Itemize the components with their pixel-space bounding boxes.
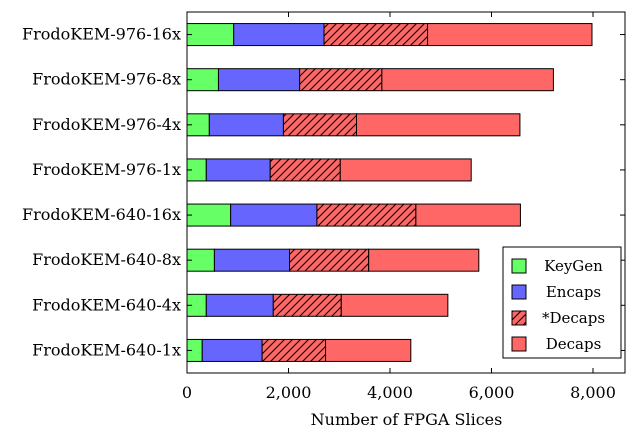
category-label: FrodoKEM-640-4x — [32, 295, 181, 314]
bar-encaps-2 — [217, 68, 301, 92]
legend-swatch — [511, 310, 527, 326]
tick-marks — [186, 12, 625, 373]
bar-encaps-4 — [205, 158, 271, 182]
category-label: FrodoKEM-640-1x — [32, 340, 181, 359]
legend-label: Encaps — [546, 283, 601, 301]
x-tick-label: 6,000 — [469, 383, 515, 402]
legend: KeyGen Encaps *Decaps Decaps — [502, 246, 622, 359]
category-label: FrodoKEM-976-8x — [32, 70, 181, 89]
bar-decaps-3 — [282, 113, 358, 137]
bar-keygen-1 — [186, 23, 235, 47]
category-label: FrodoKEM-976-4x — [32, 115, 181, 134]
bar-encaps-6 — [213, 248, 291, 272]
category-label: FrodoKEM-640-16x — [22, 205, 181, 224]
bar-decaps-8 — [261, 338, 327, 362]
legend-swatch — [511, 336, 527, 352]
bar-decaps-4 — [339, 158, 472, 182]
x-tick-label: 2,000 — [266, 383, 312, 402]
bar-decaps-7 — [340, 293, 449, 317]
bar-decaps-6 — [289, 248, 370, 272]
bar-decaps-1 — [427, 23, 593, 47]
legend-label: *Decaps — [542, 309, 605, 327]
bar-decaps-2 — [381, 68, 554, 92]
category-label: FrodoKEM-640-8x — [32, 250, 181, 269]
bar-decaps-1 — [323, 23, 429, 47]
x-axis-title: Number of FPGA Slices — [311, 410, 503, 429]
bar-decaps-5 — [316, 203, 417, 227]
bar-keygen-5 — [186, 203, 232, 227]
plot-frame — [186, 11, 626, 374]
bars-layer — [186, 23, 593, 362]
bar-decaps-5 — [415, 203, 521, 227]
category-labels: FrodoKEM-976-16x FrodoKEM-976-8x FrodoKEM-… — [22, 25, 181, 360]
bar-decaps-7 — [272, 293, 342, 317]
x-tick-label: 8,000 — [570, 383, 616, 402]
bar-decaps-4 — [269, 158, 341, 182]
bar-encaps-8 — [201, 338, 263, 362]
legend-label: Decaps — [546, 335, 602, 353]
x-tick-labels: 0 2,000 4,000 6,000 8,000 — [182, 383, 616, 402]
bar-encaps-5 — [230, 203, 318, 227]
bar-encaps-3 — [208, 113, 284, 137]
legend-swatch — [511, 284, 527, 300]
bar-encaps-1 — [233, 23, 325, 47]
category-label: FrodoKEM-976-16x — [22, 25, 181, 44]
bar-encaps-7 — [205, 293, 274, 317]
bar-decaps-8 — [325, 338, 412, 362]
x-tick-label: 4,000 — [367, 383, 413, 402]
legend-swatch — [511, 258, 527, 274]
bar-decaps-3 — [356, 113, 521, 137]
bar-decaps-2 — [299, 68, 383, 92]
legend-label: KeyGen — [544, 257, 603, 275]
x-tick-label: 0 — [182, 383, 192, 402]
bar-decaps-6 — [368, 248, 480, 272]
category-label: FrodoKEM-976-1x — [32, 160, 181, 179]
